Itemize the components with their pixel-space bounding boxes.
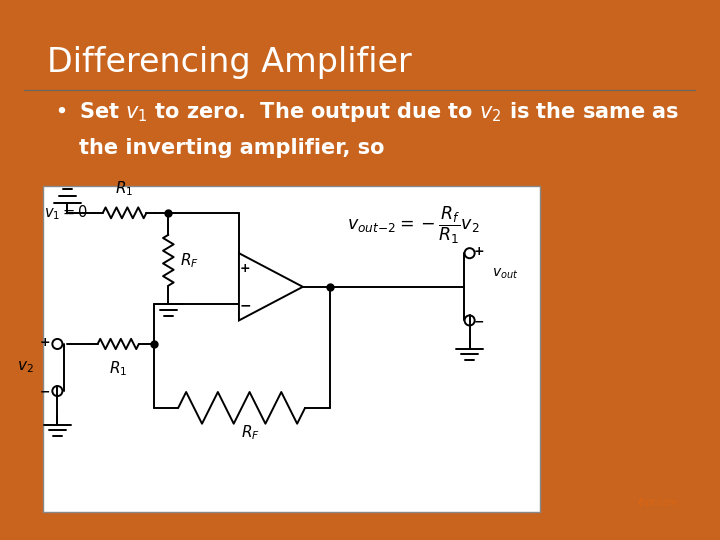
Text: +: + (240, 262, 251, 275)
Text: $v_2$: $v_2$ (17, 360, 34, 375)
Text: $v_{out}$: $v_{out}$ (492, 266, 519, 281)
Text: $R_1$: $R_1$ (109, 360, 127, 378)
Text: −: − (40, 386, 50, 399)
Text: Set $v_1$ to zero.  The output due to $v_2$ is the same as: Set $v_1$ to zero. The output due to $v_… (79, 100, 680, 124)
Text: fppt.com: fppt.com (637, 498, 678, 508)
Text: +: + (474, 245, 485, 258)
Bar (42, 186, 540, 512)
Text: $v_{out{-}2} = -\dfrac{R_f}{R_1}v_2$: $v_{out{-}2} = -\dfrac{R_f}{R_1}v_2$ (346, 204, 479, 246)
Text: $\bullet$: $\bullet$ (54, 100, 66, 120)
Polygon shape (239, 253, 303, 320)
Text: −: − (239, 298, 251, 312)
Text: the inverting amplifier, so: the inverting amplifier, so (79, 138, 384, 158)
Text: −: − (474, 315, 485, 328)
Text: $R_1$: $R_1$ (115, 179, 134, 198)
Text: $R_F$: $R_F$ (180, 251, 199, 269)
Text: $v_1 = 0$: $v_1 = 0$ (44, 204, 88, 222)
Text: $R_F$: $R_F$ (241, 423, 260, 442)
Text: Differencing Amplifier: Differencing Amplifier (48, 46, 412, 79)
Text: +: + (40, 336, 50, 349)
